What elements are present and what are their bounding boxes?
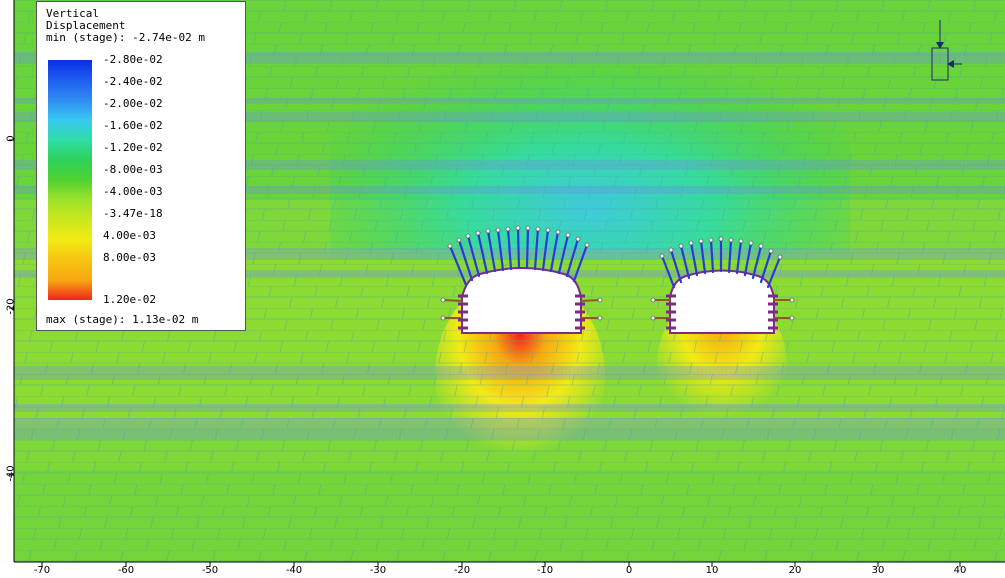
legend-entry-label: -2.80e-02 bbox=[103, 53, 163, 66]
field-stress-icon bbox=[931, 20, 962, 81]
legend-max-value: max (stage): 1.13e-02 m bbox=[46, 313, 199, 326]
y-tick-label: -40 bbox=[5, 465, 17, 482]
y-tick-label: -20 bbox=[5, 298, 17, 315]
x-tick-label: 0 bbox=[625, 565, 633, 576]
legend-min-value: min (stage): -2.74e-02 m bbox=[46, 31, 205, 44]
legend-entry-label: -1.20e-02 bbox=[103, 141, 163, 154]
legend-title-line1: Vertical bbox=[46, 7, 99, 20]
legend-swatch bbox=[48, 280, 92, 300]
legend-entry-label: 8.00e-03 bbox=[103, 251, 156, 264]
legend-entry-label: -2.40e-02 bbox=[103, 75, 163, 88]
legend-entry-label: -8.00e-03 bbox=[103, 163, 163, 176]
legend-swatch bbox=[48, 120, 92, 140]
contour-legend[interactable]: Vertical Displacement min (stage): -2.74… bbox=[36, 1, 246, 331]
legend-swatch bbox=[48, 60, 92, 80]
x-tick-label: -40 bbox=[285, 565, 303, 576]
legend-swatch bbox=[48, 220, 92, 240]
legend-title-line2: Displacement bbox=[46, 19, 126, 32]
tunnel-left[interactable] bbox=[440, 225, 603, 334]
legend-entry-label: -2.00e-02 bbox=[103, 97, 163, 110]
x-tick-label: 20 bbox=[788, 565, 802, 576]
y-tick-label: 0 bbox=[5, 135, 17, 142]
legend-entry-label: 4.00e-03 bbox=[103, 229, 156, 242]
x-tick-label: -10 bbox=[536, 565, 554, 576]
legend-entry-label: -4.00e-03 bbox=[103, 185, 163, 198]
legend-swatch bbox=[48, 80, 92, 100]
x-tick-label: -70 bbox=[33, 565, 51, 576]
tunnel-right[interactable] bbox=[650, 236, 795, 334]
legend-swatch bbox=[48, 100, 92, 120]
legend-swatch bbox=[48, 160, 92, 180]
x-tick-label: -30 bbox=[369, 565, 387, 576]
legend-swatch bbox=[48, 260, 92, 280]
x-tick-label: 10 bbox=[705, 565, 719, 576]
x-tick-label: 30 bbox=[871, 565, 885, 576]
legend-swatch bbox=[48, 240, 92, 260]
x-tick-label: 40 bbox=[953, 565, 967, 576]
legend-swatch bbox=[48, 200, 92, 220]
x-tick-label: -20 bbox=[453, 565, 471, 576]
x-tick-label: -50 bbox=[201, 565, 219, 576]
legend-entry-label: -1.60e-02 bbox=[103, 119, 163, 132]
legend-swatch bbox=[48, 180, 92, 200]
legend-entry-label: -3.47e-18 bbox=[103, 207, 163, 220]
x-tick-label: -60 bbox=[117, 565, 135, 576]
legend-swatch bbox=[48, 140, 92, 160]
legend-entry-label: 1.20e-02 bbox=[103, 293, 156, 306]
